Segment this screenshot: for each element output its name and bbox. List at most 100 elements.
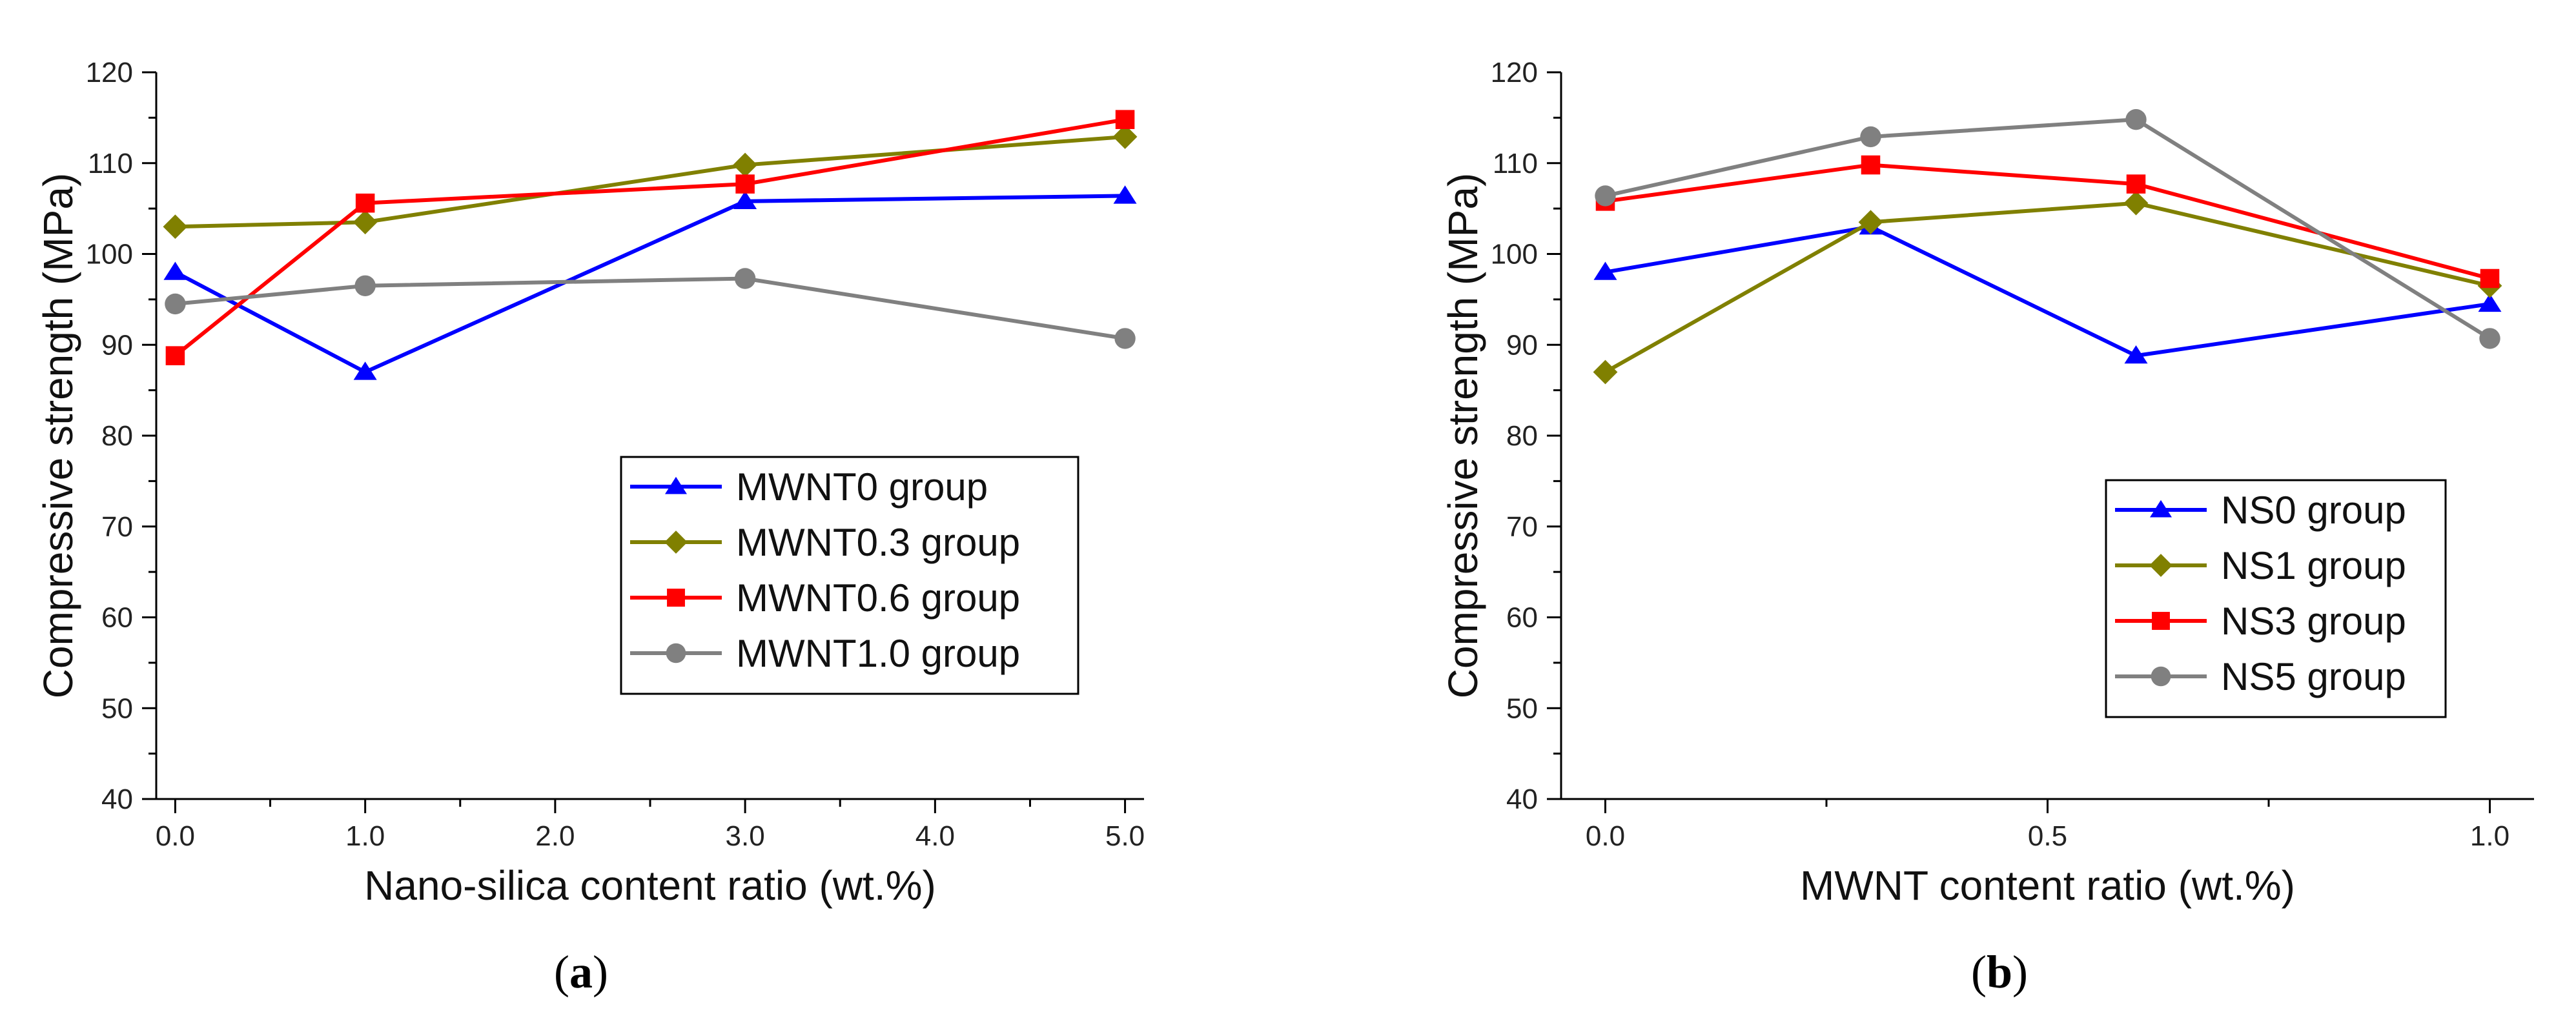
y-tick-label: 50 [101,693,133,724]
y-axis-title: Compressive strength (MPa) [1440,173,1486,698]
data-point [353,210,378,235]
legend-label: MWNT0 group [736,465,988,509]
series-line [1604,225,2490,358]
series-line [1604,201,2491,374]
legend-label: MWNT0.6 group [736,576,1020,620]
legend-swatch-marker [2150,500,2172,518]
x-tick-label: 1.0 [345,820,385,852]
legend-label: NS1 group [2221,544,2406,587]
data-point [1860,126,1881,148]
y-tick-label: 100 [86,239,133,270]
data-point [1112,125,1138,149]
chart-panel-a: 40 50 60 70 80 90 100 110 120 0.0 1.0 2.0 3.0 4.0 5.0 N… [35,57,1145,998]
data-point [2126,174,2146,194]
legend-label: MWNT0.3 group [736,521,1020,564]
legend-item: MWNT1.0 group [630,632,1020,675]
x-tick-label: 0.0 [156,820,195,852]
y-tick-label: 60 [101,602,133,634]
x-tick-label: 3.0 [726,820,765,852]
data-point [1593,359,1618,385]
series-line [175,134,1125,229]
y-tick-label: 110 [88,148,133,179]
legend-swatch-marker [2151,666,2171,687]
y-tick-label: 60 [1506,602,1538,634]
panel-label-close: ) [593,946,608,998]
y-tick-label: 110 [1493,148,1538,179]
y-tick-label: 90 [1506,329,1538,361]
series-line [1605,163,2491,281]
legend-label: NS3 group [2221,600,2406,643]
legend-item: MWNT0.3 group [630,521,1020,564]
panel-label-letter: a [569,946,593,998]
y-tick-label: 80 [101,420,133,452]
data-point [2124,345,2148,364]
data-point [2479,328,2500,349]
data-point [1593,261,1617,280]
panel-label-open: ( [1971,946,1987,998]
legend-swatch-marker [2152,612,2170,630]
data-point [1858,210,1883,235]
y-tick-label: 50 [1506,693,1538,724]
data-point [1861,155,1881,175]
data-point [1595,185,1616,207]
legend-swatch-marker [667,589,685,607]
legend: MWNT0 group MWNT0.3 group MWNT0.6 group MWN… [620,456,1079,695]
data-point [733,152,758,177]
legend-label: NS5 group [2221,655,2406,698]
series-line [174,117,1126,358]
legend-item: MWNT0.6 group [630,576,1020,620]
legend-item: NS1 group [2115,544,2406,587]
legend-item: NS3 group [2115,600,2406,643]
data-point [2125,108,2147,130]
data-point [735,174,755,194]
panel-label-close: ) [2012,946,2028,998]
x-tick-label: 0.5 [2028,820,2067,852]
x-tick-label: 2.0 [535,820,575,852]
panel-label-open: ( [554,946,569,998]
series-ns3-group [1595,155,2500,288]
legend-item: MWNT0 group [630,465,988,509]
y-tick-label: 70 [1506,511,1538,543]
x-tick-label: 5.0 [1105,820,1145,852]
legend-item: NS0 group [2115,489,2406,532]
y-tick-label: 120 [86,57,133,88]
series-mwnt1-0-group [165,268,1136,349]
y-tick-label: 40 [101,784,133,815]
legend: NS0 group NS1 group NS3 group NS5 group [2105,479,2447,718]
legend-swatch-marker [2149,554,2172,577]
x-axis-title: MWNT content ratio (wt.%) [1800,862,2295,909]
series-line [174,194,1125,374]
y-axis-title: Compressive strength (MPa) [35,173,81,698]
x-tick-label: 1.0 [2470,820,2510,852]
series-mwnt0-6-group [165,110,1135,365]
data-point [355,193,375,213]
data-point [2478,293,2502,312]
data-point [2480,268,2500,288]
panel-label-letter: b [1987,946,2012,998]
y-tick-label: 90 [101,329,133,361]
data-point [1114,328,1136,349]
series-line [175,276,1126,341]
y-tick-label: 70 [101,511,133,543]
series-mwnt0-group [163,185,1137,380]
legend-swatch-marker [666,643,686,663]
panel-label: (b) [1971,946,2028,998]
legend-swatch-marker [665,476,687,494]
data-point [163,261,187,280]
y-tick-label: 120 [1491,57,1538,88]
data-point [733,190,757,210]
data-point [163,214,188,239]
x-tick-label: 4.0 [915,820,955,852]
series-ns1-group [1593,190,2502,385]
data-point [734,268,756,289]
series-ns5-group [1595,108,2500,349]
chart-panel-b: 40 50 60 70 80 90 100 110 120 0.0 0.5 1.0 MWNT conte… [1440,57,2534,998]
panel-label: (a) [554,946,608,998]
x-axis-title: Nano-silica content ratio (wt.%) [364,862,936,909]
series-ns0-group [1593,216,2502,364]
y-tick-label: 100 [1491,239,1538,270]
data-point [353,361,377,380]
legend-item: NS5 group [2115,655,2406,698]
legend-label: MWNT1.0 group [736,632,1020,675]
